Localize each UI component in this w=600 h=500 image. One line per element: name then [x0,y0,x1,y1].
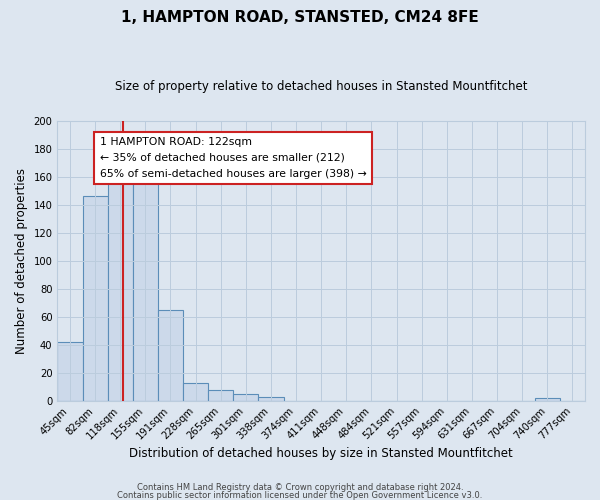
Y-axis label: Number of detached properties: Number of detached properties [15,168,28,354]
Text: Contains public sector information licensed under the Open Government Licence v3: Contains public sector information licen… [118,490,482,500]
Bar [83,196,107,401]
Bar [535,398,560,401]
Text: 1, HAMPTON ROAD, STANSTED, CM24 8FE: 1, HAMPTON ROAD, STANSTED, CM24 8FE [121,10,479,25]
Bar [208,390,233,401]
Text: Contains HM Land Registry data © Crown copyright and database right 2024.: Contains HM Land Registry data © Crown c… [137,484,463,492]
Bar [107,166,133,401]
Bar [58,342,83,401]
Bar [133,166,158,401]
Bar [233,394,259,401]
Bar [183,382,208,401]
Text: 1 HAMPTON ROAD: 122sqm
← 35% of detached houses are smaller (212)
65% of semi-de: 1 HAMPTON ROAD: 122sqm ← 35% of detached… [100,138,367,178]
Bar [259,397,284,401]
X-axis label: Distribution of detached houses by size in Stansted Mountfitchet: Distribution of detached houses by size … [130,447,513,460]
Title: Size of property relative to detached houses in Stansted Mountfitchet: Size of property relative to detached ho… [115,80,527,93]
Bar [158,310,183,401]
